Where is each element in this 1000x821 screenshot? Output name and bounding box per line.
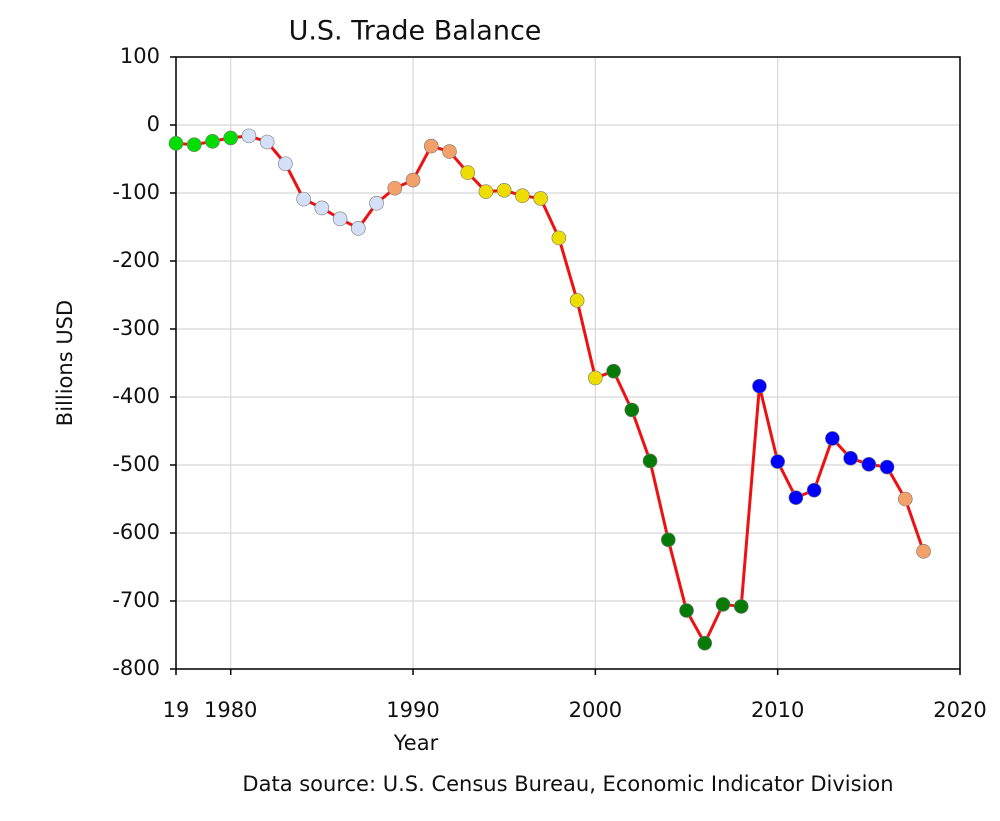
data-point: [679, 603, 694, 618]
data-point: [387, 180, 403, 196]
data-point: [405, 172, 421, 188]
data-point: [223, 130, 238, 146]
data-point: [496, 182, 512, 198]
data-point: [788, 490, 804, 505]
data-point: [460, 165, 476, 180]
data-point: [241, 128, 257, 144]
data-point: [296, 191, 311, 207]
data-point: [898, 491, 913, 507]
data-point: [515, 188, 530, 204]
data-point: [843, 450, 858, 466]
data-point: [478, 184, 494, 199]
data-point: [806, 482, 822, 498]
x-tick-label: 2000: [569, 698, 622, 722]
data-point: [332, 211, 348, 227]
data-point: [569, 293, 585, 308]
x-tick-label: 2020: [933, 698, 986, 722]
data-point: [205, 134, 220, 149]
y-tick-label: 0: [147, 112, 160, 136]
data-point: [259, 134, 275, 150]
y-tick-label: -200: [112, 248, 160, 272]
data-point: [533, 191, 548, 206]
data-point: [660, 532, 676, 548]
x-tick-label: 2010: [751, 698, 804, 722]
y-tick-label: -400: [112, 384, 160, 408]
data-point: [715, 597, 731, 612]
source-note: Data source: U.S. Census Bureau, Economi…: [242, 772, 893, 796]
data-point: [606, 363, 621, 379]
y-tick-label: -800: [112, 656, 160, 680]
y-tick-label: -500: [112, 452, 160, 476]
data-point: [423, 138, 439, 154]
y-tick-label: -300: [112, 316, 160, 340]
x-axis-label: Year: [393, 731, 439, 755]
y-tick-label: -600: [112, 520, 160, 544]
data-point: [733, 599, 749, 614]
data-point: [916, 544, 931, 559]
y-tick-label: -100: [112, 180, 160, 204]
data-point: [770, 454, 785, 469]
data-point: [168, 136, 184, 151]
data-point: [825, 431, 840, 446]
data-point: [186, 137, 202, 153]
data-point: [752, 378, 767, 394]
x-tick-label: 1990: [386, 698, 439, 722]
data-point: [642, 453, 658, 469]
plot-frame: [175, 56, 961, 670]
data-point: [551, 230, 567, 246]
data-point: [351, 221, 366, 236]
x-tick-label: 19: [163, 698, 190, 722]
data-point: [624, 402, 640, 418]
data-line: [175, 134, 925, 647]
data-point: [314, 200, 330, 216]
data-point: [369, 195, 384, 211]
data-point: [278, 156, 293, 172]
y-tick-label: 100: [120, 44, 160, 68]
y-axis-label: Billions USD: [53, 300, 77, 426]
x-tick-label: 1980: [204, 698, 257, 722]
y-tick-label: -700: [112, 588, 160, 612]
data-point: [442, 144, 457, 159]
data-point: [588, 370, 603, 386]
data-point: [879, 459, 895, 475]
data-point: [697, 635, 713, 651]
data-point: [861, 457, 877, 472]
chart-title: U.S. Trade Balance: [289, 16, 542, 47]
